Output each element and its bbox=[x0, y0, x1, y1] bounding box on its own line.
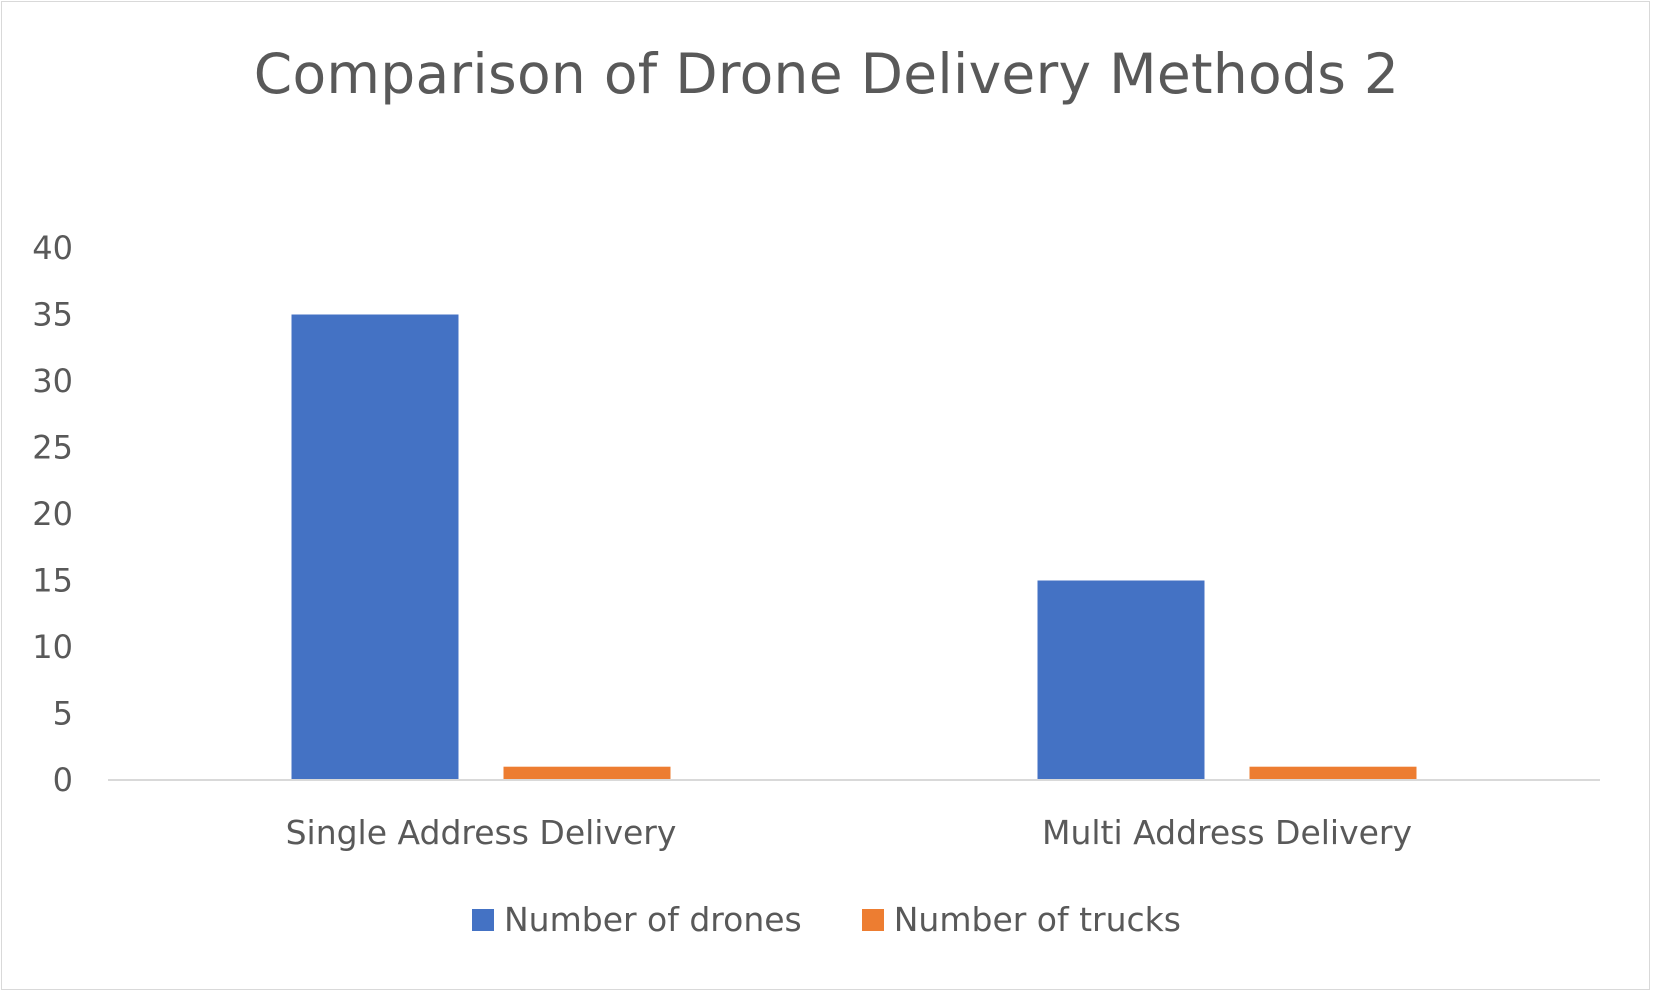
y-tick-label: 15 bbox=[32, 562, 73, 600]
y-tick-label: 30 bbox=[32, 362, 73, 400]
bar-number-of-trucks-0 bbox=[503, 766, 671, 780]
legend-item-drones: Number of drones bbox=[472, 900, 802, 939]
bars bbox=[291, 314, 1417, 780]
y-tick-label: 40 bbox=[32, 229, 73, 267]
legend-swatch-drones bbox=[472, 908, 494, 931]
y-tick-label: 20 bbox=[32, 495, 73, 533]
legend: Number of drones Number of trucks bbox=[0, 900, 1653, 939]
x-category-label: Single Address Delivery bbox=[286, 813, 677, 852]
legend-swatch-trucks bbox=[861, 908, 884, 931]
x-axis-categories: Single Address Delivery Multi Address Del… bbox=[286, 813, 1412, 852]
y-axis-ticks: 0 5 10 15 20 25 30 35 40 bbox=[32, 229, 73, 799]
y-tick-label: 5 bbox=[53, 695, 73, 733]
bar-number-of-drones-1 bbox=[1037, 580, 1205, 780]
chart-title: Comparison of Drone Delivery Methods 2 bbox=[253, 42, 1400, 106]
legend-label-drones: Number of drones bbox=[504, 900, 802, 939]
y-tick-label: 35 bbox=[32, 296, 73, 334]
y-tick-label: 25 bbox=[32, 429, 73, 467]
bar-number-of-drones-0 bbox=[291, 314, 459, 780]
x-category-label: Multi Address Delivery bbox=[1042, 813, 1412, 852]
bar-number-of-trucks-1 bbox=[1249, 766, 1417, 780]
y-tick-label: 10 bbox=[32, 628, 73, 666]
legend-label-trucks: Number of trucks bbox=[893, 900, 1181, 939]
y-tick-label: 0 bbox=[53, 761, 73, 799]
legend-item-trucks: Number of trucks bbox=[861, 900, 1181, 939]
